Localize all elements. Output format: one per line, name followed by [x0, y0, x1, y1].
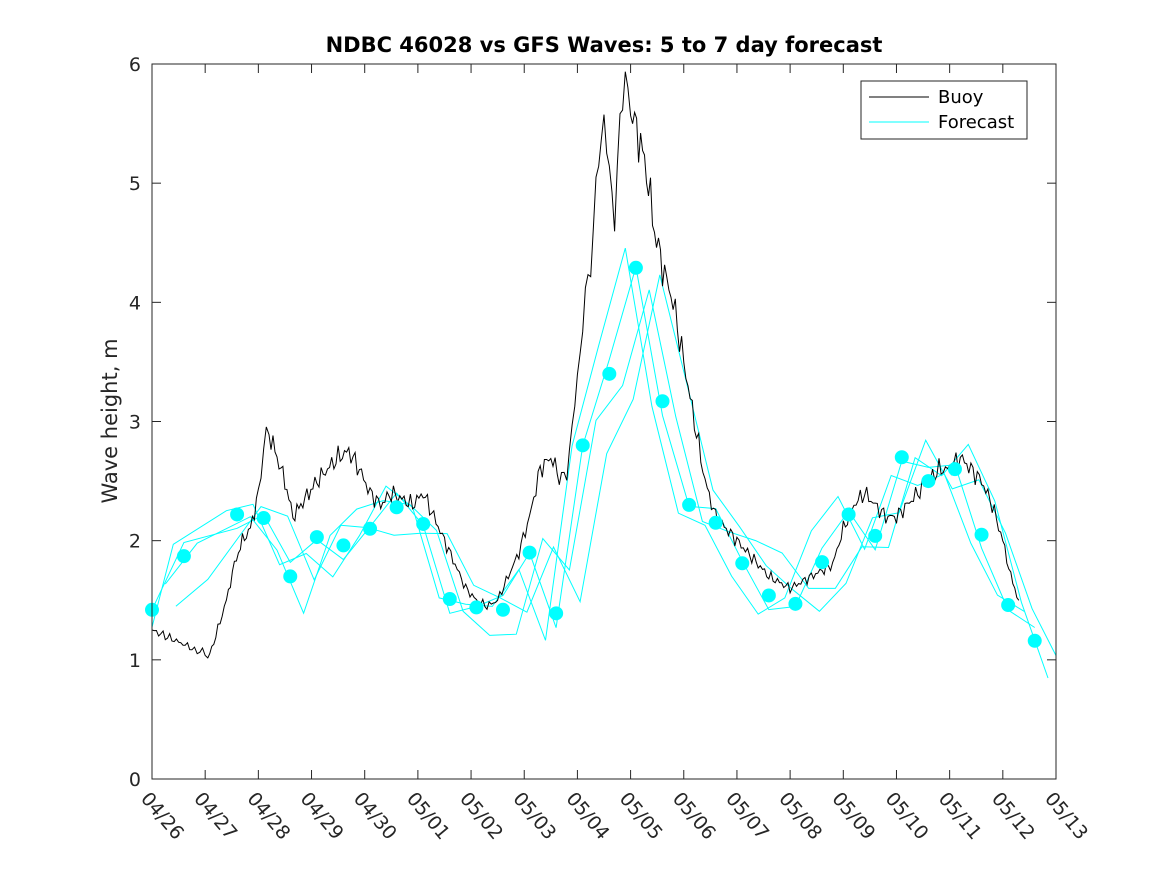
forecast-point	[495, 602, 510, 617]
forecast-point	[256, 511, 271, 526]
forecast-point	[363, 521, 378, 536]
y-tick-label: 1	[129, 650, 141, 672]
forecast-point	[761, 588, 776, 603]
forecast-point	[309, 530, 324, 545]
forecast-point	[921, 474, 936, 489]
forecast-point	[628, 260, 643, 275]
forecast-series-line	[151, 266, 1035, 628]
forecast-point	[1001, 598, 1016, 613]
forecast-point	[283, 569, 298, 584]
forecast-lines	[151, 247, 1057, 679]
y-tick-label: 4	[129, 292, 141, 314]
forecast-point	[230, 507, 245, 522]
buoy-line	[151, 71, 1020, 659]
forecast-point	[575, 438, 590, 453]
forecast-point	[469, 600, 484, 615]
y-axis-label: Wave height, m	[98, 338, 122, 503]
forecast-point	[815, 555, 830, 570]
forecast-point	[389, 500, 404, 515]
forecast-point	[176, 549, 191, 564]
chart-title: NDBC 46028 vs GFS Waves: 5 to 7 day fore…	[326, 33, 883, 57]
forecast-point	[788, 596, 803, 611]
y-tick-label: 5	[129, 173, 141, 195]
forecast-point	[336, 538, 351, 553]
forecast-series-line	[164, 289, 1049, 679]
forecast-points	[145, 260, 1042, 648]
forecast-series-line	[175, 274, 1057, 656]
forecast-point	[682, 497, 697, 512]
legend-forecast-label: Forecast	[938, 112, 1014, 133]
forecast-point	[894, 450, 909, 465]
forecast-point	[708, 515, 723, 530]
forecast-point	[442, 592, 457, 607]
forecast-point	[974, 527, 989, 542]
forecast-point	[549, 606, 564, 621]
forecast-point	[1027, 633, 1042, 648]
forecast-point	[868, 528, 883, 543]
forecast-point	[522, 545, 537, 560]
legend: Buoy Forecast	[860, 80, 1028, 140]
forecast-point	[947, 462, 962, 477]
buoy-series-line	[151, 71, 1020, 659]
forecast-point	[735, 556, 750, 571]
y-tick-label: 3	[129, 412, 141, 434]
y-tick-label: 2	[129, 531, 141, 553]
legend-buoy-label: Buoy	[938, 87, 984, 108]
y-tick-label: 0	[129, 769, 141, 791]
forecast-point	[602, 366, 617, 381]
forecast-point	[416, 516, 431, 531]
legend-box	[860, 80, 1028, 140]
forecast-point	[841, 507, 856, 522]
y-axis: 0 1 2 3 4 5 6	[129, 54, 1056, 791]
y-tick-label: 6	[129, 54, 141, 76]
forecast-series-line	[151, 247, 1025, 641]
forecast-point	[655, 394, 670, 409]
